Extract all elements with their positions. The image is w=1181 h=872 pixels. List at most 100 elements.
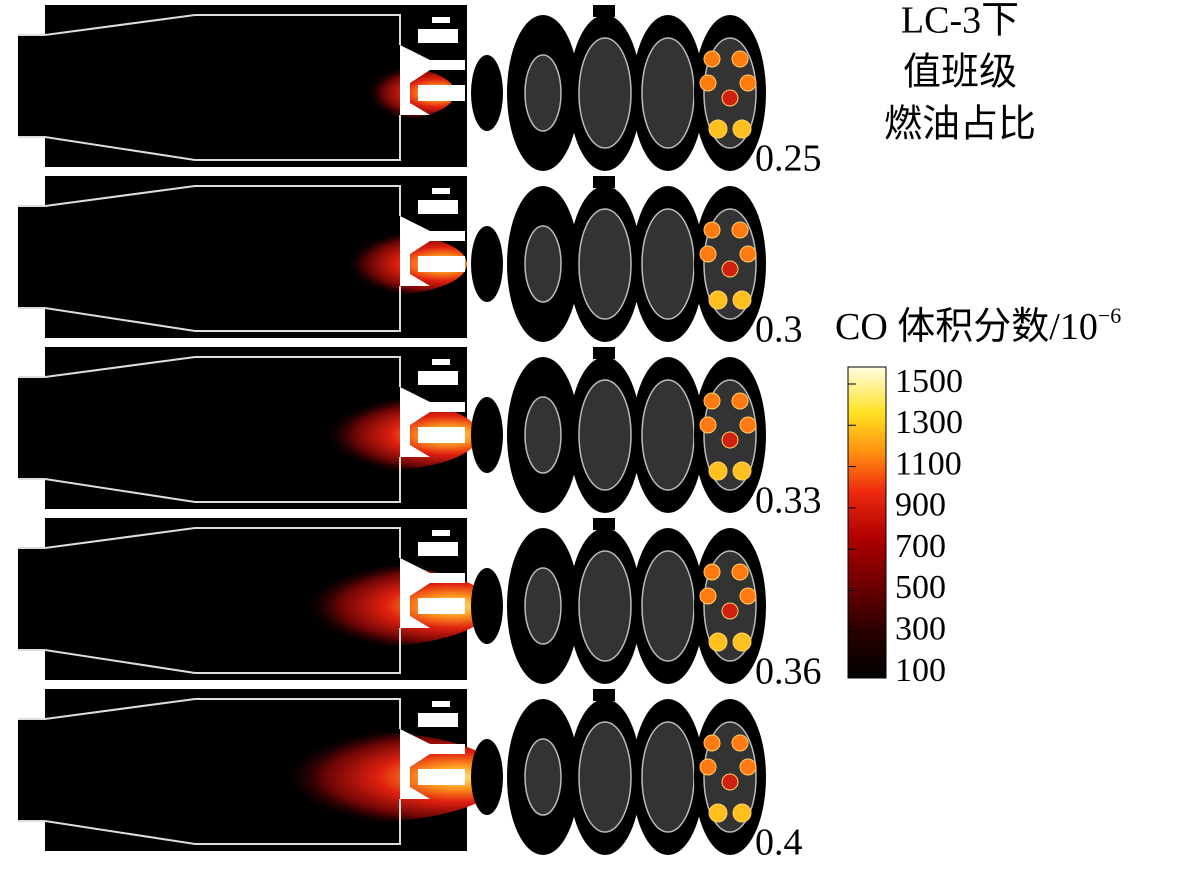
- combustor-inlet: [18, 377, 48, 479]
- fuel-spot: [732, 803, 752, 823]
- fuel-spot: [721, 602, 739, 620]
- section-inner: [578, 550, 632, 662]
- colorbar-tick-label: 900: [895, 487, 946, 524]
- colorbar: [847, 366, 887, 679]
- nozzle: [418, 200, 458, 214]
- nozzle: [418, 427, 465, 443]
- swirler: [400, 45, 465, 115]
- wall-line: [18, 799, 401, 845]
- colorbar-tick-label: 1300: [895, 404, 963, 441]
- flame: [303, 233, 467, 295]
- header-line: LC-3下: [901, 0, 1019, 42]
- section-inner: [524, 54, 562, 132]
- nozzle: [418, 85, 465, 101]
- nozzle: [432, 359, 450, 365]
- flame: [335, 67, 455, 119]
- fuel-spot: [731, 734, 749, 752]
- section: [471, 55, 503, 131]
- section-inner: [524, 225, 562, 303]
- colorbar-ticks: 1500 1300 1100 900 700 500 300 100: [848, 363, 963, 689]
- combustor-inlet: [18, 548, 48, 650]
- nozzle: [418, 769, 465, 785]
- wall-line: [18, 527, 401, 558]
- fuel-spot: [703, 221, 721, 239]
- nozzle: [432, 188, 450, 194]
- combustor-inlet: [18, 35, 48, 137]
- section: [471, 397, 503, 473]
- combustor-inlet: [18, 719, 48, 821]
- flame: [271, 399, 479, 471]
- section-inner: [578, 721, 632, 833]
- swirler: [400, 216, 465, 286]
- section-inner: [641, 379, 695, 491]
- nozzle: [418, 371, 458, 385]
- section-inner: [641, 208, 695, 320]
- colorbar-tick-label: 1500: [895, 363, 963, 400]
- fuel-spot: [708, 290, 728, 310]
- nozzle: [418, 598, 465, 614]
- section-inner: [524, 567, 562, 645]
- fuel-spot: [703, 392, 721, 410]
- panels: 0.25 0.3 0.33 0.36 0.4: [18, 5, 822, 864]
- fuel-spot: [708, 119, 728, 139]
- wall-line: [18, 698, 401, 729]
- section: [471, 568, 503, 644]
- row-label: 0.4: [755, 822, 803, 864]
- flame: [239, 565, 491, 647]
- row-label: 0.3: [755, 309, 803, 351]
- wall-line: [18, 628, 401, 674]
- fuel-spot: [731, 392, 749, 410]
- wall-line: [18, 286, 401, 332]
- fuel-spot: [739, 416, 757, 434]
- fuel-spot: [703, 734, 721, 752]
- fuel-spot: [732, 461, 752, 481]
- section-inner: [641, 550, 695, 662]
- row-label: 0.33: [755, 480, 822, 522]
- colorbar-tick-label: 500: [895, 569, 946, 606]
- fuel-spot: [721, 431, 739, 449]
- section: [471, 226, 503, 302]
- swirler: [400, 387, 465, 457]
- wall-line: [18, 457, 401, 503]
- fuel-spot: [699, 245, 717, 263]
- section-tab: [593, 5, 615, 17]
- fuel-spot: [699, 587, 717, 605]
- swirler: [400, 558, 465, 628]
- colorbar-title: CO 体积分数/10−6: [835, 303, 1121, 348]
- section-tab: [593, 347, 615, 359]
- fuel-spot: [703, 50, 721, 68]
- fuel-spot: [721, 773, 739, 791]
- nozzle: [418, 713, 458, 727]
- wall-line: [18, 14, 401, 45]
- fuel-spot: [739, 587, 757, 605]
- fuel-spot: [731, 221, 749, 239]
- row-label: 0.25: [755, 138, 822, 180]
- wall-line: [18, 356, 401, 387]
- header-line: 燃油占比: [884, 104, 1036, 146]
- section-inner: [641, 37, 695, 149]
- section-tab: [593, 518, 615, 530]
- fuel-spot: [703, 563, 721, 581]
- section-inner: [578, 208, 632, 320]
- fuel-spot: [732, 632, 752, 652]
- section: [471, 739, 503, 815]
- colorbar-title-superscript: −6: [1098, 303, 1121, 328]
- nozzle: [432, 17, 450, 23]
- section-inner: [578, 379, 632, 491]
- fuel-spot: [708, 461, 728, 481]
- fuel-spot: [739, 758, 757, 776]
- fuel-spot: [699, 416, 717, 434]
- nozzle: [432, 701, 450, 707]
- section-inner: [641, 721, 695, 833]
- fuel-spot: [699, 758, 717, 776]
- fuel-spot: [721, 89, 739, 107]
- fuel-spot: [739, 74, 757, 92]
- nozzle: [432, 530, 450, 536]
- row-label: 0.36: [755, 651, 822, 693]
- section-inner: [578, 37, 632, 149]
- combustor-inlet: [18, 206, 48, 308]
- fuel-spot: [731, 50, 749, 68]
- section-inner: [524, 396, 562, 474]
- swirler: [400, 729, 465, 799]
- fuel-spot: [721, 260, 739, 278]
